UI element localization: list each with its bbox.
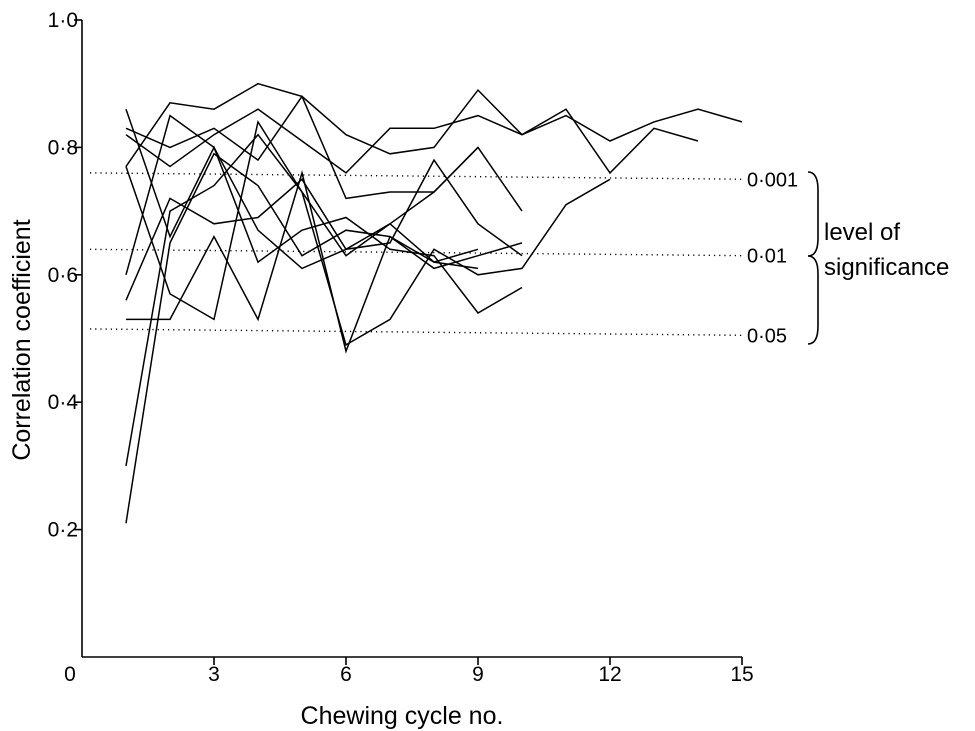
x-axis-title: Chewing cycle no. xyxy=(301,702,504,730)
x-tick-label: 6 xyxy=(340,663,352,686)
series-line-1 xyxy=(125,108,743,174)
series-line-6 xyxy=(125,82,523,212)
axes xyxy=(81,20,742,658)
x-tick-label: 0 xyxy=(64,663,76,686)
series-line-5 xyxy=(125,114,479,275)
series-line-2 xyxy=(125,88,699,175)
y-tick-label: 0·4 xyxy=(48,391,79,414)
x-tick-label: 3 xyxy=(208,663,220,686)
significance-levels: 0·001 0·01 0·05 xyxy=(89,169,798,347)
significance-label: 0·001 xyxy=(747,169,798,191)
significance-title-line2: significance xyxy=(824,254,949,281)
y-tick-label: 0·8 xyxy=(48,136,78,159)
x-tick-label: 12 xyxy=(598,663,621,686)
significance-brace xyxy=(807,171,819,345)
series-line-8 xyxy=(126,170,479,354)
series-line-7 xyxy=(125,119,611,347)
x-tick-label: 9 xyxy=(472,663,484,686)
significance-label: 0·05 xyxy=(747,325,787,347)
series-lines xyxy=(125,82,743,524)
significance-line xyxy=(89,172,746,180)
y-tick-label: 0·6 xyxy=(48,264,78,287)
x-tick-label: 15 xyxy=(730,663,753,686)
axis-ticks: 0 3 6 9 12 15 0·2 0·4 0·6 0·8 1·0 xyxy=(48,9,754,686)
series-line-10 xyxy=(125,152,523,524)
y-axis-title: Correlation coefficient xyxy=(8,219,36,460)
significance-title-line1: level of xyxy=(824,219,900,246)
significance-label: 0·01 xyxy=(747,246,787,268)
series-line-9 xyxy=(125,133,479,467)
y-tick-label: 0·2 xyxy=(48,519,78,542)
series-line-4 xyxy=(125,158,523,301)
y-tick-label: 1·0 xyxy=(48,9,78,32)
significance-line xyxy=(89,328,746,337)
